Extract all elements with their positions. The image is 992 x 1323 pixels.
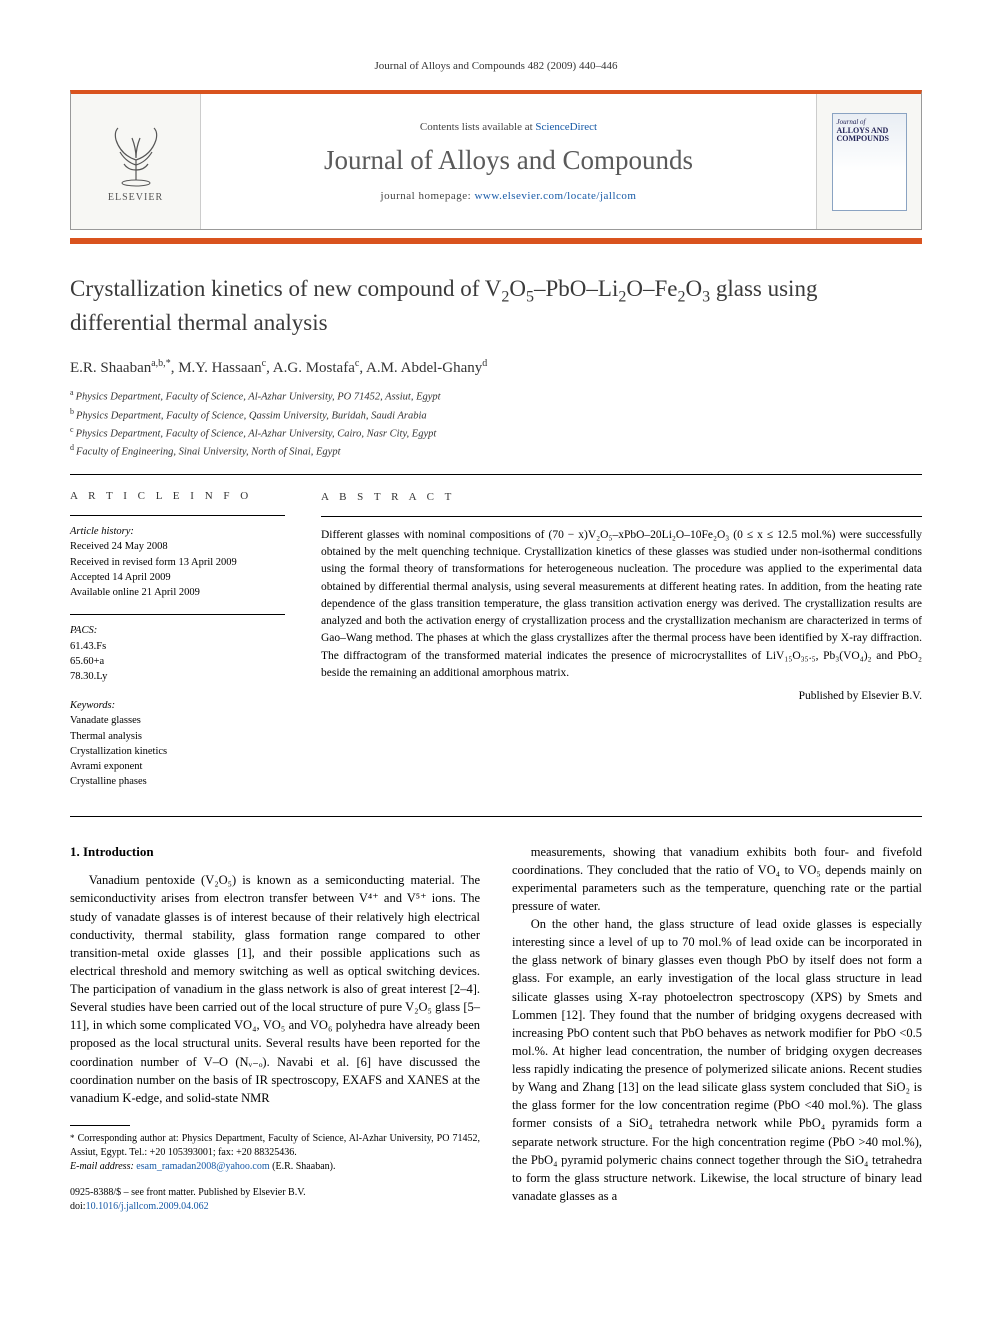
homepage-prefix: journal homepage: (381, 190, 475, 202)
section-heading-intro: 1. Introduction (70, 843, 480, 862)
author-3: A.G. Mostafa (273, 360, 355, 376)
doi-line: doi:10.1016/j.jallcom.2009.04.062 (70, 1200, 480, 1214)
authors-line: E.R. Shaabana,b,*, M.Y. Hassaanc, A.G. M… (70, 358, 922, 377)
journal-cover-thumb: Journal of ALLOYS AND COMPOUNDS (832, 113, 907, 211)
title-seg: O–Fe (626, 276, 677, 301)
accepted-date: Accepted 14 April 2009 (70, 570, 285, 585)
affil-a: aPhysics Department, Faculty of Science,… (70, 387, 922, 405)
pacs-code: 78.30.Ly (70, 669, 285, 684)
title-seg: O (509, 276, 526, 301)
intro-paragraph-2: measurements, showing that vanadium exhi… (512, 843, 922, 916)
left-column: 1. Introduction Vanadium pentoxide (V₂O₅… (70, 843, 480, 1214)
history-label: Article history: (70, 524, 285, 539)
tree-icon (106, 120, 166, 190)
keywords-block: Keywords: Vanadate glasses Thermal analy… (70, 698, 285, 789)
author-2-aff: c (262, 358, 266, 369)
abstract-column: A B S T R A C T Different glasses with n… (321, 489, 922, 803)
abs-rule (321, 516, 922, 517)
keywords-label: Keywords: (70, 698, 285, 713)
online-date: Available online 21 April 2009 (70, 585, 285, 600)
separator-rule (70, 474, 922, 475)
pacs-code: 65.60+a (70, 654, 285, 669)
sciencedirect-link[interactable]: ScienceDirect (535, 121, 597, 133)
author-1-star: * (166, 358, 171, 369)
cover-line2: ALLOYS AND COMPOUNDS (837, 127, 902, 143)
title-sub: 5 (526, 289, 534, 306)
revised-date: Received in revised form 13 April 2009 (70, 555, 285, 570)
body-columns: 1. Introduction Vanadium pentoxide (V₂O₅… (70, 843, 922, 1214)
affil-b: bPhysics Department, Faculty of Science,… (70, 406, 922, 424)
footnote-text: Corresponding author at: Physics Departm… (70, 1133, 480, 1158)
elsevier-label: ELSEVIER (108, 192, 163, 203)
affil-c: cPhysics Department, Faculty of Science,… (70, 424, 922, 442)
homepage-link[interactable]: www.elsevier.com/locate/jallcom (474, 190, 636, 202)
corresponding-author-footnote: * Corresponding author at: Physics Depar… (70, 1132, 480, 1174)
pacs-block: PACS: 61.43.Fs 65.60+a 78.30.Ly (70, 623, 285, 684)
footnote-rule (70, 1125, 130, 1126)
star-icon: * (70, 1133, 75, 1143)
doi-link[interactable]: 10.1016/j.jallcom.2009.04.062 (86, 1201, 209, 1212)
author-3-aff: c (355, 358, 359, 369)
journal-cover-cell: Journal of ALLOYS AND COMPOUNDS (816, 94, 921, 229)
journal-name: Journal of Alloys and Compounds (324, 145, 693, 176)
intro-paragraph-1: Vanadium pentoxide (V₂O₅) is known as a … (70, 871, 480, 1107)
affil-text: Physics Department, Faculty of Science, … (76, 428, 437, 439)
accent-bar (70, 238, 922, 244)
elsevier-logo: ELSEVIER (96, 114, 176, 209)
title-seg: Crystallization kinetics of new compound… (70, 276, 501, 301)
article-info-column: A R T I C L E I N F O Article history: R… (70, 489, 285, 803)
publication-info: 0925-8388/$ – see front matter. Publishe… (70, 1186, 480, 1214)
keyword: Crystallization kinetics (70, 744, 285, 759)
published-by-line: Published by Elsevier B.V. (321, 688, 922, 705)
author-4: A.M. Abdel-Ghany (366, 360, 482, 376)
email-label: E-mail address: (70, 1161, 136, 1172)
doi-label: doi: (70, 1201, 86, 1212)
title-seg: O (685, 276, 702, 301)
affil-d: dFaculty of Engineering, Sinai Universit… (70, 442, 922, 460)
received-date: Received 24 May 2008 (70, 539, 285, 554)
pacs-code: 61.43.Fs (70, 639, 285, 654)
homepage-line: journal homepage: www.elsevier.com/locat… (381, 190, 637, 202)
pacs-label: PACS: (70, 623, 285, 638)
affil-text: Physics Department, Faculty of Science, … (76, 392, 441, 403)
contents-available-line: Contents lists available at ScienceDirec… (420, 121, 597, 133)
author-2: M.Y. Hassaan (178, 360, 261, 376)
right-column: measurements, showing that vanadium exhi… (512, 843, 922, 1214)
author-1: E.R. Shaaban (70, 360, 151, 376)
email-link[interactable]: esam_ramadan2008@yahoo.com (136, 1161, 269, 1172)
affil-text: Physics Department, Faculty of Science, … (76, 410, 427, 421)
title-sub: 3 (702, 289, 710, 306)
keyword: Vanadate glasses (70, 713, 285, 728)
contents-prefix: Contents lists available at (420, 121, 535, 133)
journal-header-box: ELSEVIER Contents lists available at Sci… (70, 90, 922, 230)
author-1-aff: a,b, (151, 358, 165, 369)
author-4-aff: d (482, 358, 487, 369)
affil-text: Faculty of Engineering, Sinai University… (76, 447, 341, 458)
publisher-logo-cell: ELSEVIER (71, 94, 201, 229)
issn-line: 0925-8388/$ – see front matter. Publishe… (70, 1186, 480, 1200)
title-seg: –PbO–Li (534, 276, 618, 301)
keyword: Avrami exponent (70, 759, 285, 774)
abstract-heading: A B S T R A C T (321, 489, 922, 506)
article-title: Crystallization kinetics of new compound… (70, 274, 922, 338)
journal-title-cell: Contents lists available at ScienceDirec… (201, 94, 816, 229)
abstract-text: Different glasses with nominal compositi… (321, 527, 922, 682)
cover-line1: Journal of (837, 118, 902, 126)
article-info-heading: A R T I C L E I N F O (70, 489, 285, 505)
keyword: Thermal analysis (70, 729, 285, 744)
running-header: Journal of Alloys and Compounds 482 (200… (70, 60, 922, 72)
article-history-block: Article history: Received 24 May 2008 Re… (70, 524, 285, 600)
info-abstract-row: A R T I C L E I N F O Article history: R… (70, 489, 922, 803)
keyword: Crystalline phases (70, 774, 285, 789)
affiliations: aPhysics Department, Faculty of Science,… (70, 387, 922, 460)
info-rule (70, 515, 285, 516)
email-suffix: (E.R. Shaaban). (270, 1161, 336, 1172)
separator-rule (70, 816, 922, 817)
info-rule (70, 614, 285, 615)
intro-paragraph-3: On the other hand, the glass structure o… (512, 915, 922, 1205)
